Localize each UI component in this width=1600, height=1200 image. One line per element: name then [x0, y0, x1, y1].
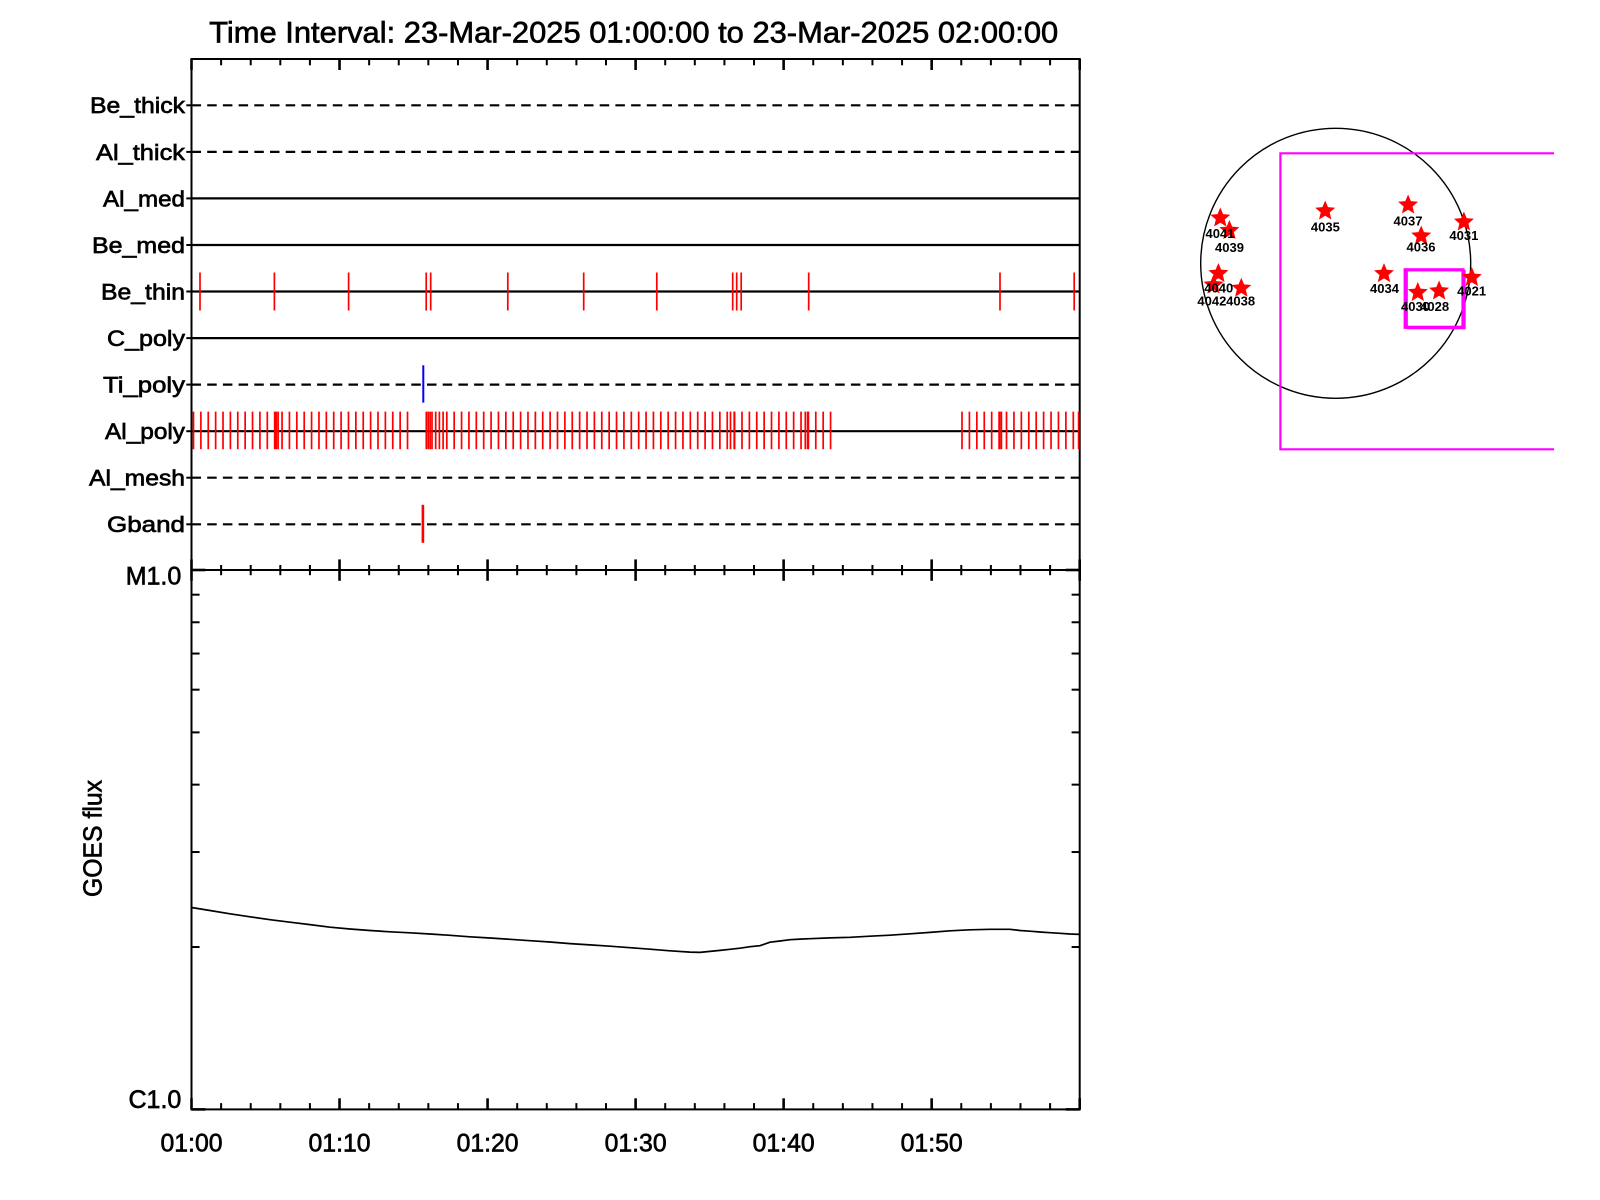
svg-text:01:00: 01:00 — [161, 1130, 223, 1158]
svg-text:Al_mesh: Al_mesh — [89, 466, 185, 491]
svg-text:01:40: 01:40 — [753, 1130, 815, 1158]
svg-text:4028: 4028 — [1420, 300, 1449, 314]
svg-text:4030: 4030 — [1401, 300, 1430, 314]
svg-text:Ti_poly: Ti_poly — [103, 373, 185, 398]
svg-text:Al_poly: Al_poly — [105, 419, 185, 444]
svg-text:Al_med: Al_med — [103, 186, 185, 211]
svg-text:4039: 4039 — [1215, 241, 1244, 255]
svg-text:01:30: 01:30 — [605, 1130, 667, 1158]
svg-text:Be_thin: Be_thin — [101, 279, 185, 304]
svg-text:01:50: 01:50 — [901, 1130, 963, 1158]
svg-text:4034: 4034 — [1370, 282, 1399, 296]
svg-text:4037: 4037 — [1394, 215, 1423, 229]
svg-text:C_poly: C_poly — [107, 326, 185, 351]
svg-text:4041: 4041 — [1206, 227, 1235, 241]
svg-text:01:20: 01:20 — [457, 1130, 519, 1158]
svg-text:M1.0: M1.0 — [126, 563, 182, 591]
svg-text:4031: 4031 — [1449, 229, 1478, 243]
svg-text:4040: 4040 — [1204, 282, 1233, 296]
svg-text:C1.0: C1.0 — [128, 1086, 181, 1114]
svg-text:Gband: Gband — [107, 512, 185, 537]
svg-text:Time Interval: 23-Mar-2025 01:: Time Interval: 23-Mar-2025 01:00:00 to 2… — [209, 17, 1058, 50]
svg-text:4042: 4042 — [1197, 295, 1226, 309]
svg-text:01:10: 01:10 — [309, 1130, 371, 1158]
svg-text:4038: 4038 — [1226, 295, 1255, 309]
svg-text:GOES flux: GOES flux — [78, 780, 108, 897]
svg-text:Al_thick: Al_thick — [96, 140, 186, 165]
svg-text:4021: 4021 — [1457, 285, 1486, 299]
svg-text:Be_med: Be_med — [92, 233, 185, 258]
svg-text:4035: 4035 — [1311, 221, 1340, 235]
svg-text:4036: 4036 — [1407, 241, 1436, 255]
svg-text:Be_thick: Be_thick — [90, 93, 186, 118]
